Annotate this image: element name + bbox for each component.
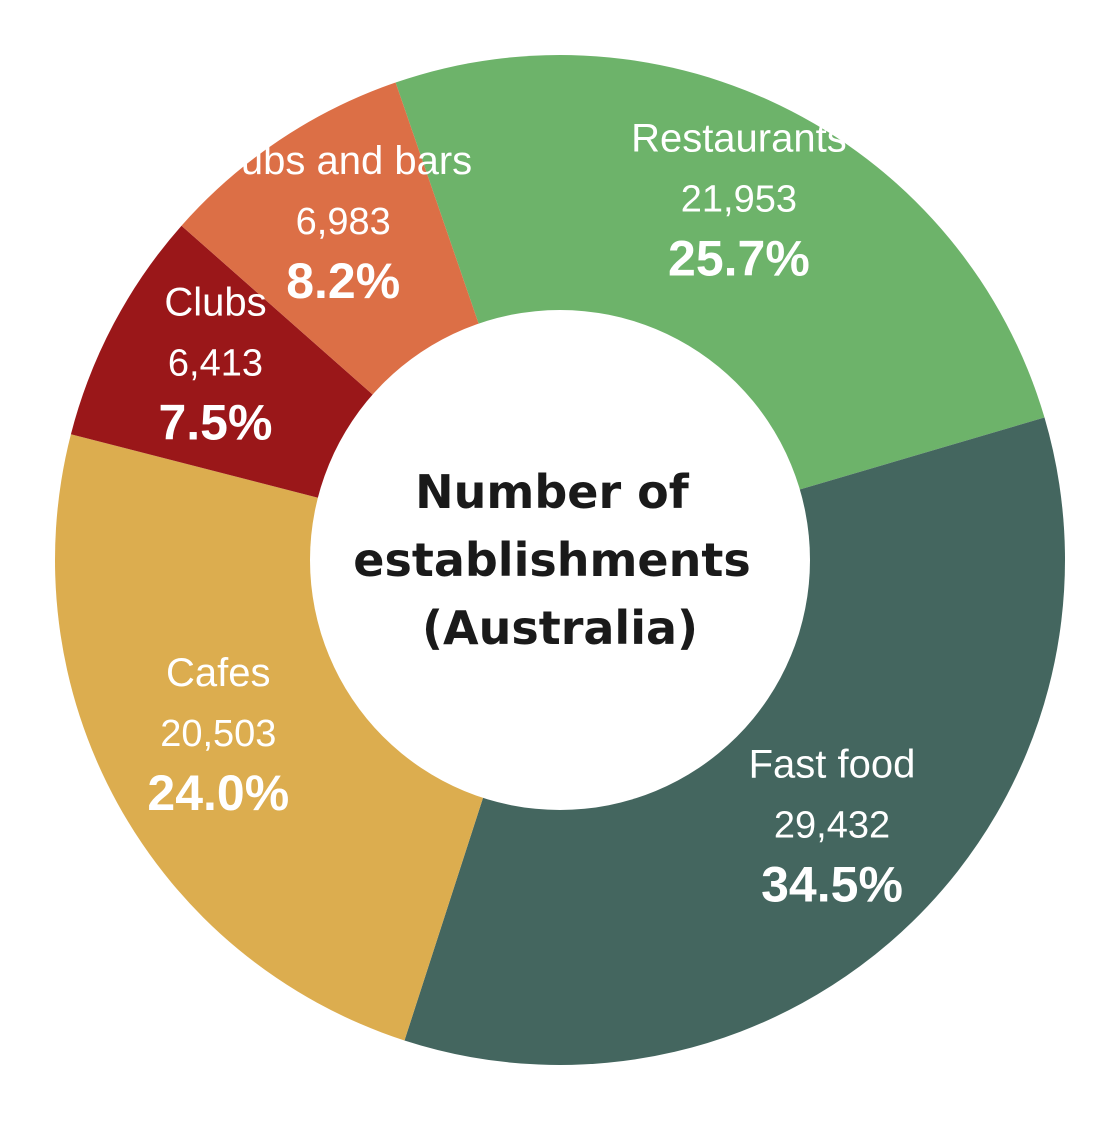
slice-count: 6,983 <box>296 201 391 243</box>
slice-count: 29,432 <box>774 804 890 846</box>
slice-label-fast-food: Fast food 29,432 34.5% <box>749 742 916 912</box>
slice-percent: 34.5% <box>761 856 903 912</box>
slice-name: Cafes <box>166 651 271 695</box>
donut-hole <box>310 310 810 810</box>
slice-count: 20,503 <box>160 713 276 755</box>
slice-count: 6,413 <box>168 342 263 384</box>
center-title-line-2: establishments <box>353 533 750 587</box>
slice-label-restaurants: Restaurants 21,953 25.7% <box>631 116 847 286</box>
center-title-line-1: Number of <box>415 465 690 519</box>
center-title-line-3: (Australia) <box>422 601 698 655</box>
center-title: Number of establishments (Australia) <box>353 465 766 655</box>
slice-name: Fast food <box>749 742 916 786</box>
slice-percent: 8.2% <box>286 253 400 309</box>
slice-count: 21,953 <box>681 178 797 220</box>
slice-label-clubs: Clubs 6,413 7.5% <box>158 280 272 450</box>
slice-label-pubs-and-bars: Pubs and bars 6,983 8.2% <box>214 139 472 309</box>
slice-name: Pubs and bars <box>214 139 472 183</box>
slice-percent: 25.7% <box>668 230 810 286</box>
slice-name: Restaurants <box>631 116 847 160</box>
slice-name: Clubs <box>164 280 266 324</box>
slice-percent: 24.0% <box>147 765 289 821</box>
slice-label-cafes: Cafes 20,503 24.0% <box>147 651 289 821</box>
slice-labels-group: Restaurants 21,953 25.7% Fast food 29,432 34.… <box>147 116 915 912</box>
slice-percent: 7.5% <box>158 394 272 450</box>
